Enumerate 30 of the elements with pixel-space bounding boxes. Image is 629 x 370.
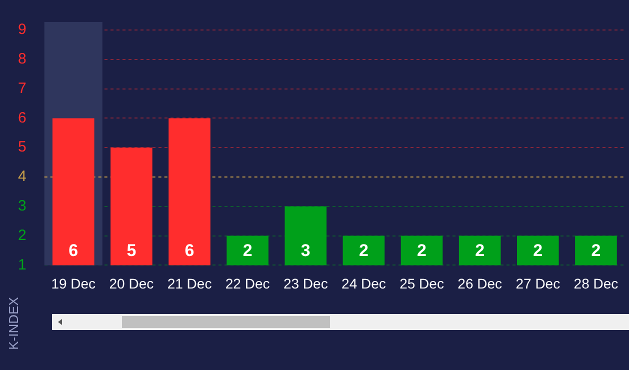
x-tick-label: 27 Dec <box>516 275 560 292</box>
data-label: 3 <box>300 240 310 260</box>
data-label: 6 <box>68 240 78 260</box>
y-tick-label: 8 <box>18 50 26 68</box>
y-tick-label: 4 <box>18 168 26 186</box>
y-tick-label: 2 <box>18 226 26 244</box>
data-label: 2 <box>591 240 601 260</box>
y-tick-label: 5 <box>18 138 26 156</box>
x-tick-label: 22 Dec <box>225 275 270 292</box>
y-tick-label: 7 <box>18 80 26 97</box>
x-tick-label: 28 Dec <box>574 275 618 292</box>
y-axis-title: K-INDEX <box>6 296 21 350</box>
x-tick-label: 20 Dec <box>109 275 154 292</box>
y-tick-label: 6 <box>18 109 26 126</box>
x-tick-label: 25 Dec <box>400 275 444 292</box>
x-tick-label: 21 Dec <box>167 275 212 292</box>
x-tick-label: 19 Dec <box>51 275 96 292</box>
data-label: 2 <box>533 240 543 260</box>
data-label: 6 <box>184 240 194 260</box>
y-tick-label: 3 <box>18 198 26 215</box>
data-label: 2 <box>242 240 252 260</box>
x-tick-label: 23 Dec <box>283 275 328 292</box>
data-label: 2 <box>358 240 368 260</box>
y-tick-label: 1 <box>18 256 26 274</box>
data-label: 2 <box>417 240 427 260</box>
x-tick-label: 26 Dec <box>458 275 502 292</box>
data-label: 2 <box>475 240 485 260</box>
y-tick-label: 9 <box>18 21 26 38</box>
data-label: 5 <box>126 240 136 260</box>
x-tick-label: 24 Dec <box>342 275 386 292</box>
